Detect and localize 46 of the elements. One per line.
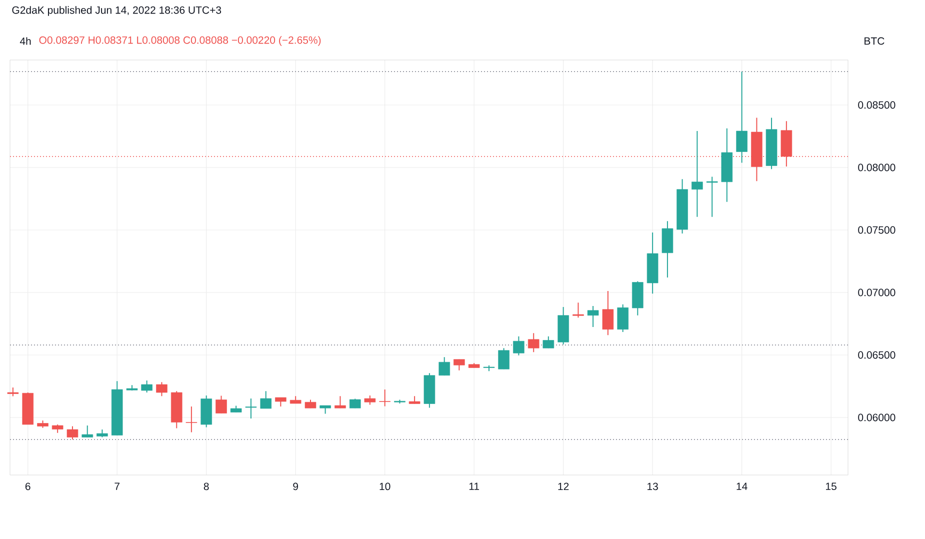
candlestick <box>334 396 346 409</box>
candlestick <box>260 390 272 409</box>
candlestick <box>245 398 257 419</box>
candlestick <box>454 358 465 371</box>
x-tick-label: 14 <box>736 482 748 490</box>
candlestick <box>542 336 554 349</box>
chart-subtitle: O0.08297 H0.08371 L0.08008 C0.08088 −0.00220 (−2.65%) <box>39 36 321 46</box>
x-tick-label: 11 <box>469 482 480 490</box>
candlestick <box>706 176 718 218</box>
candlestick <box>82 425 94 438</box>
x-tick-label: 15 <box>826 482 836 490</box>
candlestick <box>587 306 599 328</box>
candlestick <box>349 398 361 409</box>
candlestick <box>513 336 524 356</box>
candlestick <box>438 356 450 376</box>
y-tick-label: 0.06000 <box>858 414 896 422</box>
candlestick <box>572 302 584 318</box>
y-tick-label: 0.07000 <box>858 288 896 296</box>
candlestick <box>498 348 510 370</box>
x-tick-label: 7 <box>114 482 120 490</box>
x-tick-label: 6 <box>25 482 30 490</box>
candlestick <box>141 380 152 393</box>
x-tick-label: 9 <box>293 482 298 490</box>
candlestick <box>736 71 748 164</box>
y-tick-label: 0.08000 <box>858 164 896 172</box>
candlestick <box>275 397 286 407</box>
candlestick <box>156 382 168 397</box>
candlestick <box>617 304 628 332</box>
candlestick <box>692 130 703 218</box>
y-tick-label: 0.06500 <box>858 351 896 359</box>
candlestick <box>66 426 78 440</box>
x-tick-label: 10 <box>380 482 390 490</box>
chart-title: 4h <box>20 37 31 45</box>
text: G2daK published Jun 14, 2022 18:36 UTC+3 <box>12 6 222 16</box>
candlestick <box>216 395 227 414</box>
x-tick-label: 13 <box>648 482 658 490</box>
y-tick-label: 0.07500 <box>858 226 896 234</box>
candlestick <box>186 406 198 433</box>
text: BTC <box>864 37 884 45</box>
candlestick <box>602 290 614 336</box>
candlestick <box>379 389 390 407</box>
candlestick <box>528 332 540 353</box>
x-tick-label: 12 <box>558 482 569 490</box>
candlestick <box>364 395 376 406</box>
y-tick-label: 0.08500 <box>858 101 896 109</box>
x-tick-label: 8 <box>204 482 209 490</box>
